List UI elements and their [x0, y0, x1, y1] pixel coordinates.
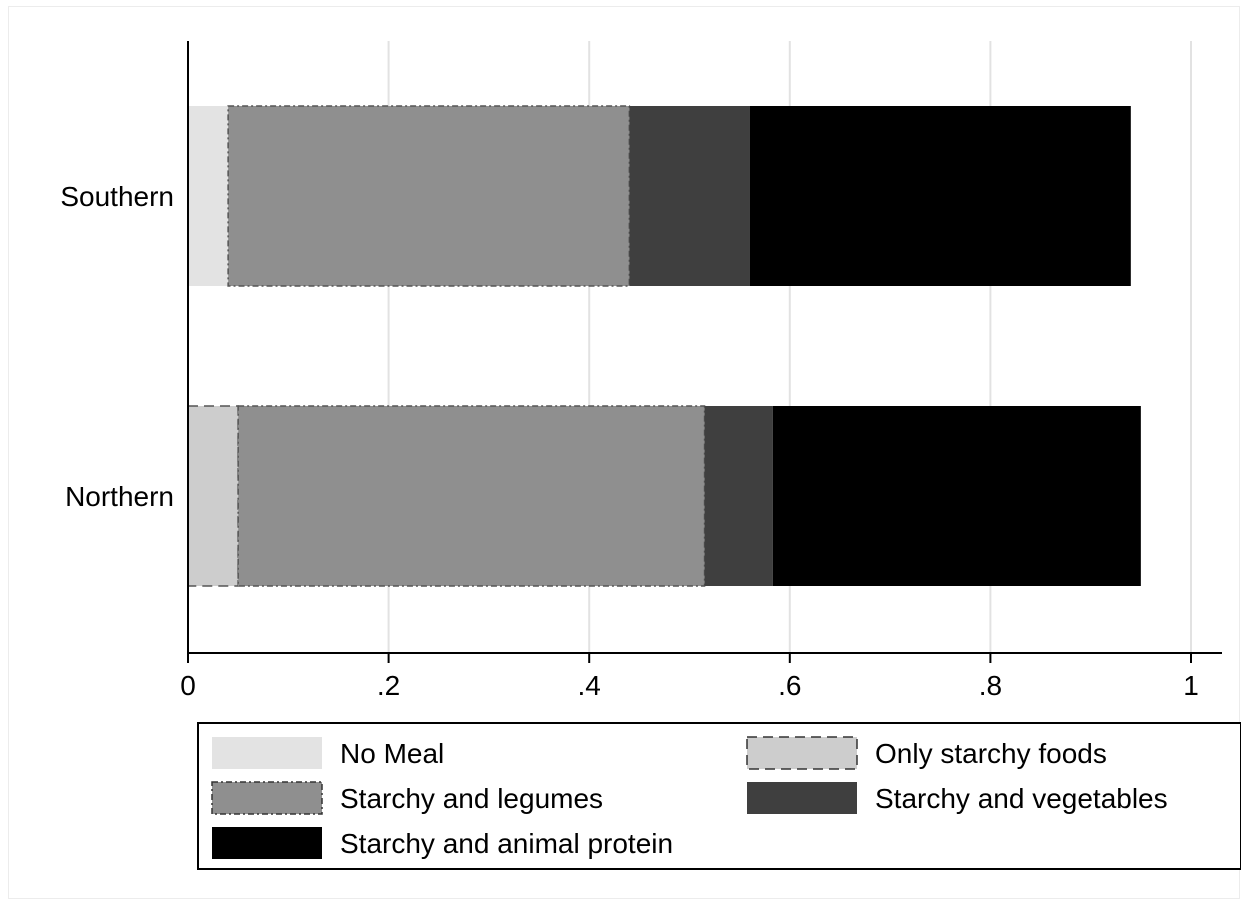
bar-southern-no-meal [188, 106, 229, 286]
category-label-southern: Southern [60, 181, 174, 212]
legend-label-only-starchy-foods: Only starchy foods [875, 738, 1107, 769]
bar-southern-starchy-and-animal-protein [749, 106, 1131, 286]
legend-swatch-starchy-and-legumes [211, 781, 323, 815]
x-tick-label: 0 [180, 670, 196, 701]
x-tick-label: .8 [979, 670, 1002, 701]
legend-swatch-starchy-and-vegetables [747, 782, 857, 814]
legend-label-starchy-and-animal-protein: Starchy and animal protein [340, 828, 673, 859]
x-tick-label: 1 [1183, 670, 1199, 701]
legend-label-no-meal: No Meal [340, 738, 444, 769]
bars [187, 105, 1141, 587]
legend-swatch-no-meal [212, 737, 322, 769]
axes: Southern Northern 0 .2 .4 .6 .8 1 [60, 41, 1222, 701]
bar-northern-starchy-and-animal-protein [772, 406, 1141, 586]
x-tick-label: .6 [778, 670, 801, 701]
bar-southern-starchy-and-vegetables [629, 106, 750, 286]
bar-northern-starchy-and-legumes [237, 405, 706, 587]
bar-southern-starchy-and-legumes [227, 105, 631, 287]
x-tick-label: .4 [578, 670, 601, 701]
bar-northern-only-starchy-foods [187, 405, 239, 587]
category-label-northern: Northern [65, 481, 174, 512]
legend: No Meal Only starchy foods Starchy and leg… [197, 722, 1241, 870]
x-tick-label: .2 [377, 670, 400, 701]
legend-label-starchy-and-legumes: Starchy and legumes [340, 783, 603, 814]
chart-frame: Southern Northern 0 .2 .4 .6 .8 1 No Meal Only s… [8, 6, 1241, 899]
legend-swatch-only-starchy-foods [746, 736, 858, 770]
legend-swatch-starchy-and-animal-protein [212, 827, 322, 859]
stacked-bar-chart: Southern Northern 0 .2 .4 .6 .8 1 No Meal Only s… [60, 41, 1241, 870]
bar-northern-starchy-and-vegetables [704, 406, 773, 586]
legend-label-starchy-and-vegetables: Starchy and vegetables [875, 783, 1168, 814]
legend-box [197, 722, 1241, 870]
